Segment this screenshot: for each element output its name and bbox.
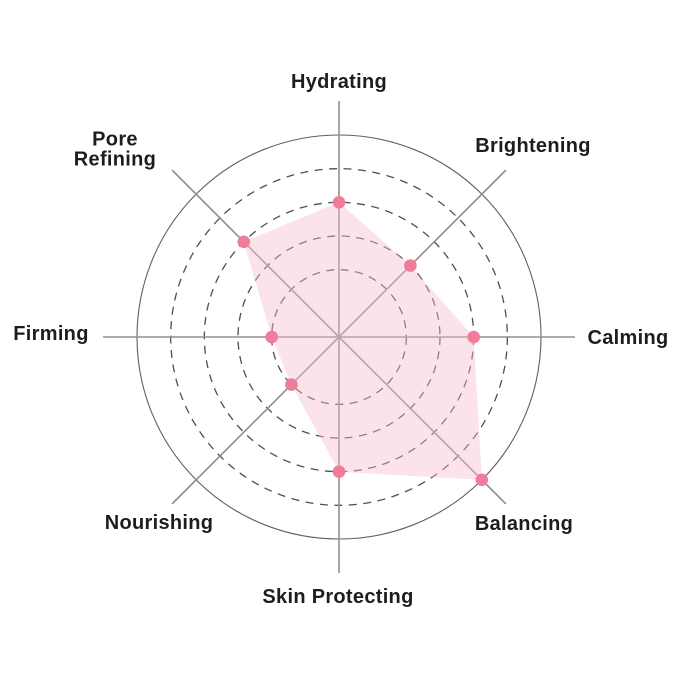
data-point-pore-refining xyxy=(237,235,251,249)
axis-label-skin-protecting: Skin Protecting xyxy=(262,585,414,608)
data-point-firming xyxy=(265,330,279,344)
axis-line-brightening xyxy=(338,169,507,338)
axis-label-pore-refining: Pore Refining xyxy=(73,128,157,171)
data-point-hydrating xyxy=(332,196,346,209)
axis-label-balancing: Balancing xyxy=(474,512,574,535)
axis-line-pore-refining xyxy=(171,169,340,338)
data-point-brightening xyxy=(404,259,417,272)
data-point-calming xyxy=(467,330,481,344)
radar-polygon xyxy=(243,202,482,480)
axis-line-nourishing xyxy=(171,336,340,505)
axis-label-nourishing: Nourishing xyxy=(104,511,214,534)
data-point-balancing xyxy=(475,473,489,487)
data-point-skin-protecting xyxy=(332,465,346,479)
data-point-nourishing xyxy=(285,378,298,391)
axis-label-brightening: Brightening xyxy=(475,134,591,157)
axis-label-hydrating: Hydrating xyxy=(290,70,388,93)
axis-label-calming: Calming xyxy=(587,326,669,349)
axis-label-firming: Firming xyxy=(13,322,89,345)
